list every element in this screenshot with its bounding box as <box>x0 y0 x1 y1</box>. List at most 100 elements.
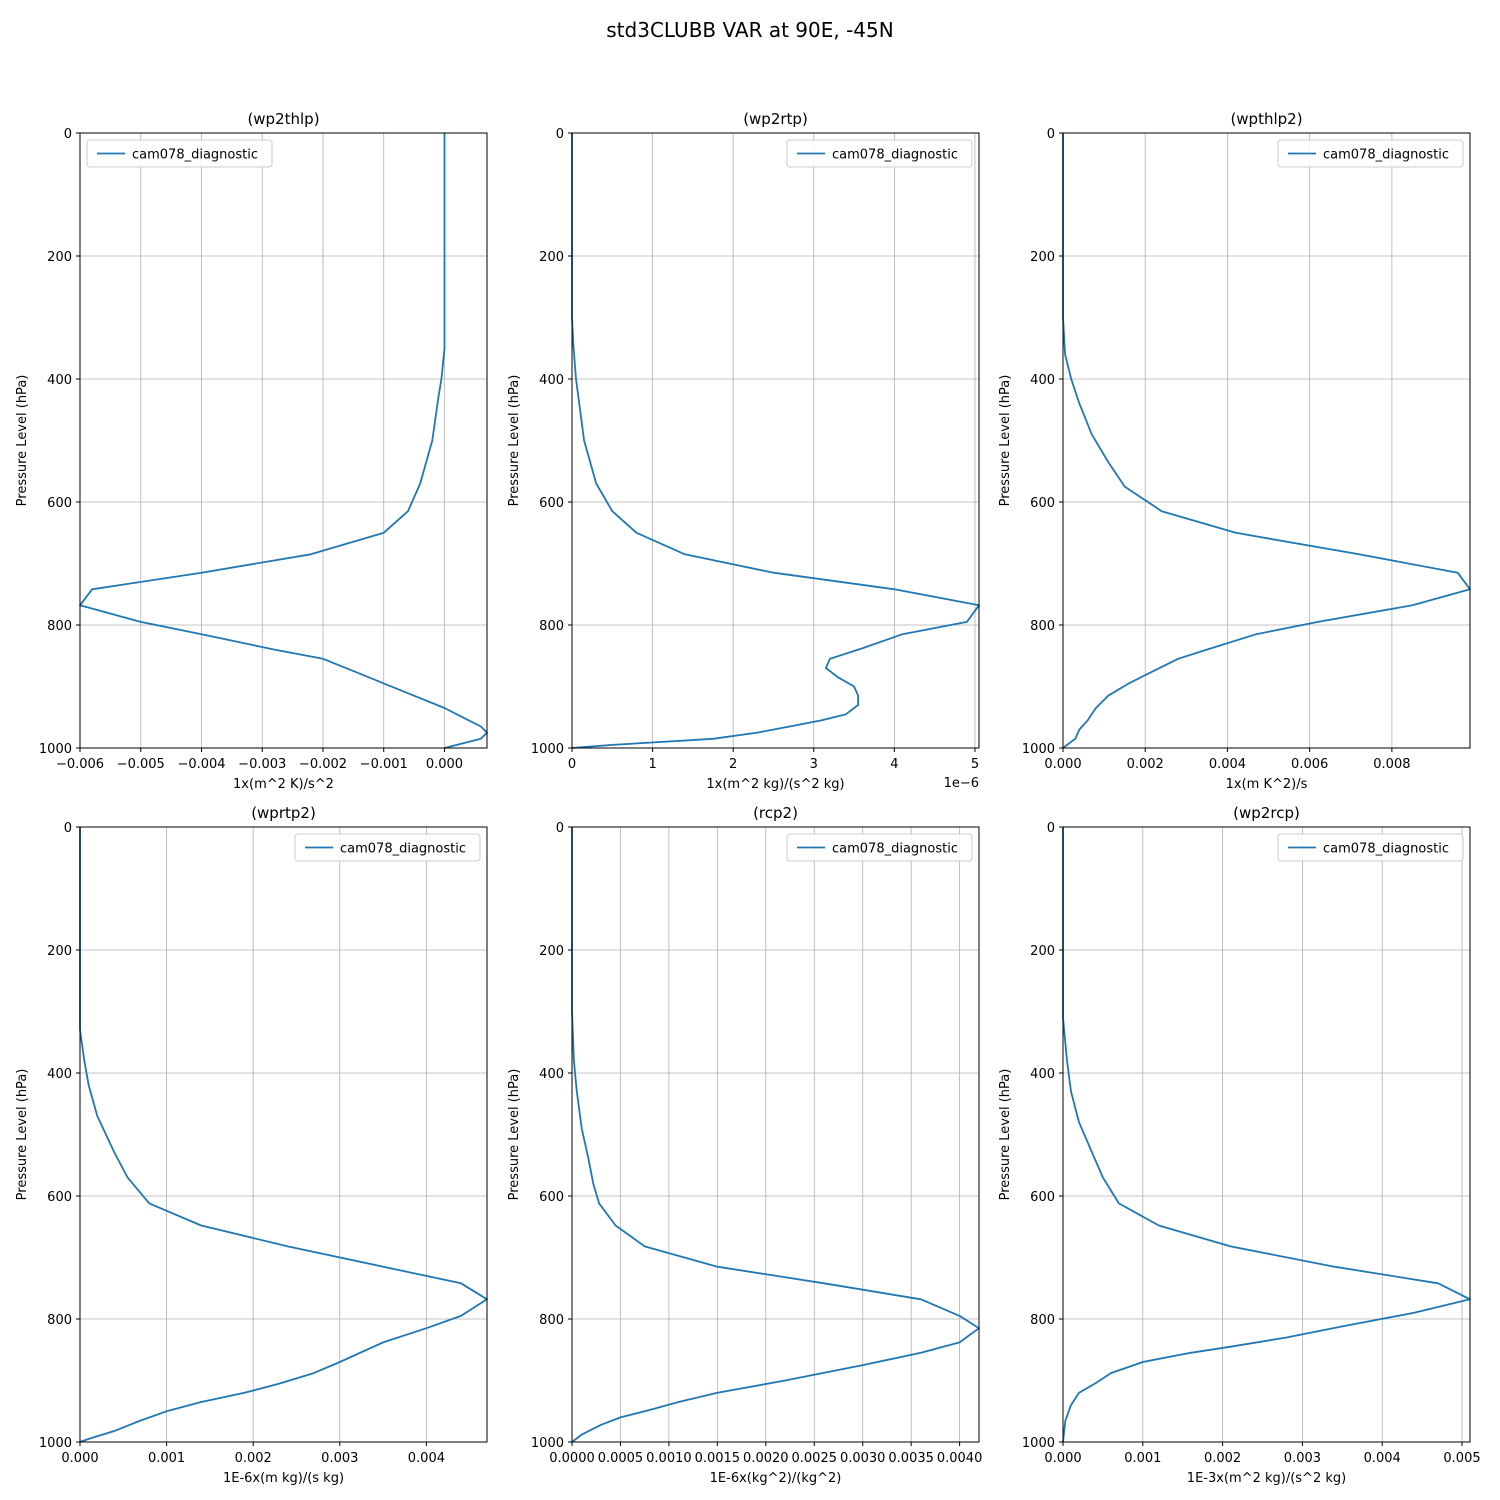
y-tick-label: 1000 <box>531 742 564 757</box>
x-axis-label: 1x(m^2 K)/s^2 <box>233 777 334 792</box>
y-tick-label: 400 <box>47 373 72 388</box>
y-tick-label: 400 <box>1030 373 1055 388</box>
x-axis-label: 1E-6x(kg^2)/(kg^2) <box>710 1471 842 1486</box>
x-tick-label: 0.002 <box>1204 1451 1241 1466</box>
legend: cam078_diagnostic <box>1277 833 1464 862</box>
legend: cam078_diagnostic <box>1277 139 1464 168</box>
subplot-title: (wp2thlp) <box>247 110 319 128</box>
legend-box <box>1277 833 1464 862</box>
subplot-4: 0.000 0.001 0.002 0.003 0.004 0 200 400 600 800 10… <box>15 804 488 1486</box>
y-tick-label: 0 <box>64 127 72 142</box>
x-tick-label: 3 <box>810 757 818 772</box>
y-tick-label: 600 <box>539 1190 564 1205</box>
x-tick-label: 0.000 <box>1044 1451 1081 1466</box>
y-tick-label: 1000 <box>531 1436 564 1451</box>
x-offset-label: 1e−6 <box>944 776 979 791</box>
y-tick-label: 400 <box>47 1067 72 1082</box>
axes-frame <box>1062 826 1471 1443</box>
series-line-1 <box>79 827 488 1443</box>
x-tick-label: 0.004 <box>1209 757 1246 772</box>
x-tick-label: 0.002 <box>235 1451 272 1466</box>
legend-label: cam078_diagnostic <box>1323 148 1449 163</box>
x-tick-label: 0.004 <box>408 1451 445 1466</box>
y-tick-label: 600 <box>1030 1190 1055 1205</box>
legend-box <box>294 833 481 862</box>
x-tick-label: 0.0040 <box>937 1451 983 1466</box>
y-tick-label: 600 <box>47 496 72 511</box>
y-axis-label: Pressure Level (hPa) <box>507 1069 522 1201</box>
y-tick-label: 800 <box>539 1313 564 1328</box>
y-tick-label: 400 <box>1030 1067 1055 1082</box>
subplot-3: 0.000 0.002 0.004 0.006 0.008 0 200 400 600 800 10… <box>998 110 1471 792</box>
subplot-2: 0 1 2 3 4 5 0 200 400 600 800 1000 1e−6 (wp2rtp) 1x(m^… <box>507 110 980 792</box>
subplot-5: 0.0000 0.0005 0.0010 0.0015 0.0020 0.0025 0.00… <box>507 804 982 1486</box>
y-tick-label: 600 <box>47 1190 72 1205</box>
legend-label: cam078_diagnostic <box>832 842 958 857</box>
x-axis-label: 1x(m^2 kg)/(s^2 kg) <box>706 777 844 792</box>
x-tick-label: 0.001 <box>1124 1451 1161 1466</box>
legend-label: cam078_diagnostic <box>1323 842 1449 857</box>
x-tick-label: −0.005 <box>117 757 165 772</box>
x-tick-label: −0.006 <box>56 757 104 772</box>
x-tick-label: −0.003 <box>238 757 286 772</box>
x-tick-label: 0.000 <box>61 1451 98 1466</box>
y-tick-label: 800 <box>47 619 72 634</box>
y-tick-label: 400 <box>539 373 564 388</box>
x-tick-label: 4 <box>890 757 898 772</box>
x-tick-label: 0.0020 <box>743 1451 789 1466</box>
y-tick-label: 800 <box>539 619 564 634</box>
x-axis-label: 1E-6x(m kg)/(s kg) <box>223 1471 344 1486</box>
y-tick-label: 200 <box>539 944 564 959</box>
y-axis-label: Pressure Level (hPa) <box>15 1069 30 1201</box>
x-tick-label: 0.0010 <box>646 1451 692 1466</box>
series-line-1 <box>571 827 980 1443</box>
y-tick-label: 800 <box>1030 1313 1055 1328</box>
y-axis-label: Pressure Level (hPa) <box>998 1069 1013 1201</box>
subplot-title: (wp2rtp) <box>743 110 808 128</box>
x-tick-label: 0.0025 <box>792 1451 838 1466</box>
axes-frame <box>1062 132 1471 749</box>
series-line-1 <box>1062 133 1471 749</box>
subplot-grid: −0.006 −0.005 −0.004 −0.003 −0.002 −0.001 0.00… <box>15 110 1481 1486</box>
subplot-title: (wprtp2) <box>251 804 316 822</box>
legend-box <box>786 139 973 168</box>
x-tick-label: 0 <box>568 757 576 772</box>
x-tick-label: 2 <box>729 757 737 772</box>
x-tick-label: 0.0015 <box>695 1451 741 1466</box>
x-tick-label: 0.003 <box>1284 1451 1321 1466</box>
subplot-title: (wpthlp2) <box>1230 110 1302 128</box>
y-tick-label: 600 <box>1030 496 1055 511</box>
y-tick-label: 200 <box>539 250 564 265</box>
x-tick-label: 0.008 <box>1373 757 1410 772</box>
y-tick-label: 200 <box>1030 250 1055 265</box>
y-tick-label: 1000 <box>1022 1436 1055 1451</box>
x-tick-label: 0.004 <box>1364 1451 1401 1466</box>
legend: cam078_diagnostic <box>294 833 481 862</box>
legend-box <box>1277 139 1464 168</box>
x-tick-label: 0.000 <box>426 757 463 772</box>
x-tick-label: 0.0030 <box>840 1451 886 1466</box>
figure-title: std3CLUBB VAR at 90E, -45N <box>606 18 893 42</box>
y-axis-label: Pressure Level (hPa) <box>998 375 1013 507</box>
y-tick-label: 0 <box>556 127 564 142</box>
subplot-title: (rcp2) <box>753 804 798 822</box>
y-tick-label: 1000 <box>39 742 72 757</box>
legend-box <box>786 833 973 862</box>
legend: cam078_diagnostic <box>86 139 273 168</box>
x-tick-label: 0.001 <box>148 1451 185 1466</box>
y-tick-label: 200 <box>47 944 72 959</box>
legend-label: cam078_diagnostic <box>132 148 258 163</box>
x-tick-label: 0.0035 <box>888 1451 934 1466</box>
y-tick-label: 200 <box>47 250 72 265</box>
x-tick-label: 0.0005 <box>598 1451 644 1466</box>
subplot-1: −0.006 −0.005 −0.004 −0.003 −0.002 −0.001 0.00… <box>15 110 488 792</box>
legend: cam078_diagnostic <box>786 833 973 862</box>
x-tick-label: 0.002 <box>1127 757 1164 772</box>
legend: cam078_diagnostic <box>786 139 973 168</box>
x-tick-label: 0.0000 <box>549 1451 595 1466</box>
x-axis-label: 1x(m K^2)/s <box>1226 777 1308 792</box>
x-tick-label: −0.001 <box>360 757 408 772</box>
series-line-1 <box>79 133 488 749</box>
